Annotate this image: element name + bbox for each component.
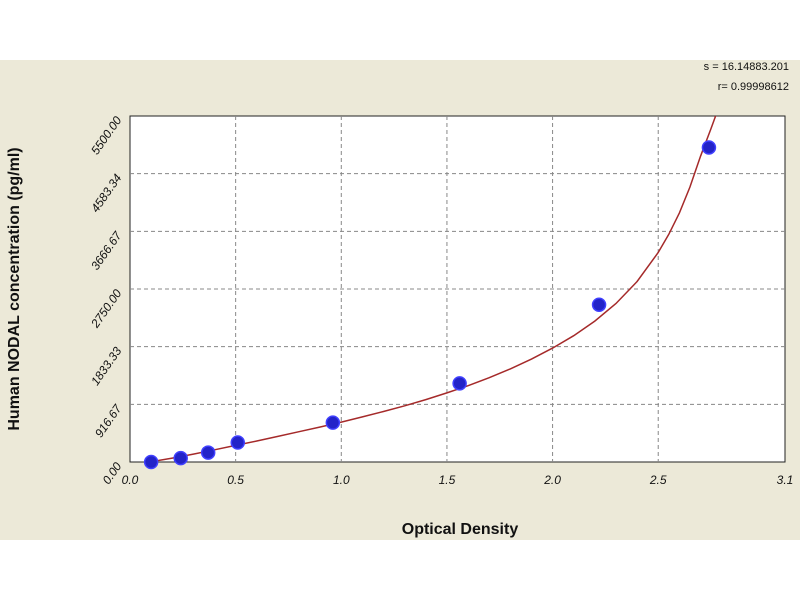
y-tick-label: 3666.67: [88, 228, 125, 273]
data-point: [452, 376, 467, 391]
y-tick-labels: 0.00916.671833.332750.003666.674583.3455…: [88, 113, 126, 486]
grid-lines: [130, 116, 785, 462]
data-point: [143, 454, 159, 470]
data-point: [325, 415, 341, 430]
plot-area: [129, 115, 786, 463]
y-tick-label: 4583.34: [88, 171, 125, 215]
x-tick-label: 3.1: [777, 473, 794, 487]
fit-stat-r: r= 0.99998612: [718, 81, 789, 93]
data-point: [173, 450, 188, 466]
x-axis-title: Optical Density: [402, 521, 519, 538]
data-point: [230, 435, 246, 450]
data-points-layer: [143, 140, 717, 470]
x-tick-label: 2.0: [543, 473, 561, 487]
x-tick-label: 0.5: [227, 473, 244, 487]
data-point: [200, 445, 216, 460]
y-axis-title: Human NODAL concentration (pg/ml): [6, 147, 23, 430]
x-tick-label: 1.0: [333, 473, 350, 487]
y-tick-label: 5500.00: [88, 113, 125, 157]
data-point: [591, 297, 607, 312]
y-tick-label: 2750.00: [88, 286, 125, 331]
y-tick-label: 1833.33: [88, 344, 125, 388]
x-tick-labels: 0.0 0.5 1.0 1.5 2.0 2.5 3.1: [122, 473, 794, 487]
data-point: [701, 140, 717, 155]
fit-stat-s: s = 16.14883.201: [704, 61, 789, 73]
y-tick-label: 916.67: [92, 401, 125, 440]
x-tick-label: 2.5: [649, 473, 667, 487]
x-tick-label: 1.5: [439, 473, 456, 487]
x-tick-label: 0.0: [122, 473, 139, 487]
